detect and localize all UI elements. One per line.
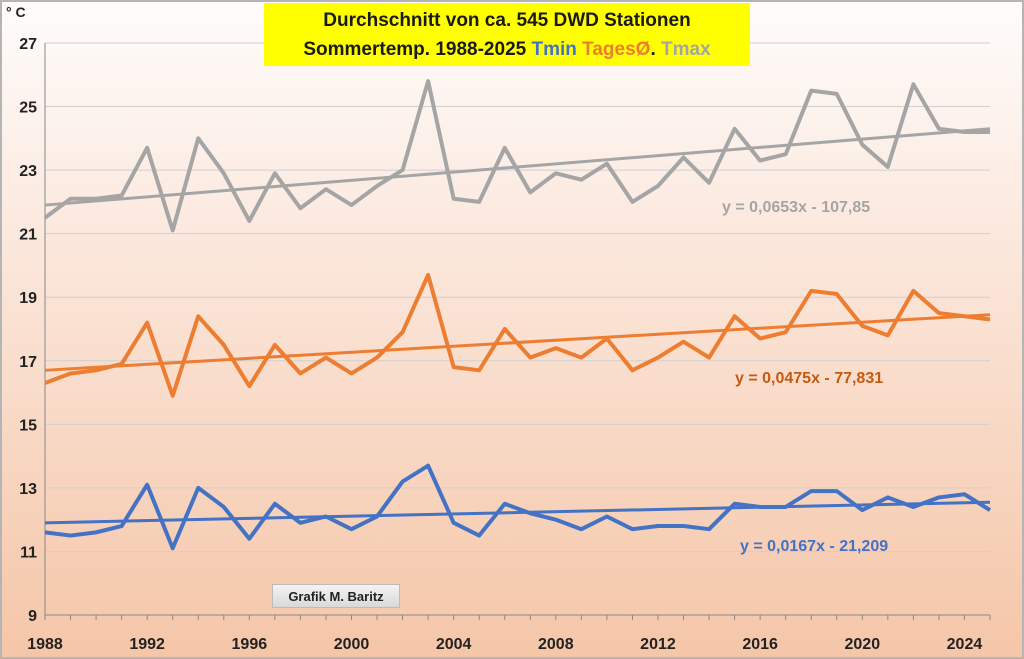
y-unit-label: ° C: [6, 4, 26, 20]
series-line-tmin: [44, 463, 992, 551]
x-tick-label: 1996: [232, 636, 268, 653]
axes: [44, 43, 991, 620]
legend-tmax: Tmax: [661, 39, 711, 60]
y-tick-label: 25: [19, 100, 37, 117]
y-tick-label: 11: [20, 544, 37, 561]
x-tick-label: 2008: [538, 636, 574, 653]
tick-labels: 9 11 13 15 17 19 21 23 25 27 1988 1992 1996 2000 2004 2…: [19, 36, 982, 653]
credit-label: Grafik M. Baritz: [272, 584, 400, 608]
y-tick-label: 13: [19, 481, 37, 498]
trend-label-tmin: y = 0,0167x - 21,209: [740, 538, 889, 555]
x-tick-label: 2004: [436, 636, 472, 653]
y-tick-label: 21: [19, 227, 37, 244]
x-tick-label: 2000: [334, 636, 370, 653]
trend-label-tages: y = 0,0475x - 77,831: [735, 370, 884, 387]
y-tick-label: 17: [19, 354, 37, 371]
trend-label-tmax: y = 0,0653x - 107,85: [722, 199, 871, 216]
x-tick-label: 1988: [27, 636, 63, 653]
legend-tmin: Tmin: [531, 39, 577, 60]
trend-lines: [44, 127, 991, 525]
trend-line-tmin: [44, 500, 991, 525]
x-tick-label: 2024: [947, 636, 983, 653]
title-line2: Sommertemp. 1988-2025 Tmin TagesØ. Tmax: [264, 35, 750, 64]
y-tick-label: 23: [19, 163, 37, 180]
chart-title: Durchschnitt von ca. 545 DWD Stationen S…: [264, 3, 750, 66]
x-tick-label: 2020: [845, 636, 881, 653]
series-line-tmax: [43, 79, 990, 233]
y-tick-label: 9: [28, 608, 37, 625]
x-tick-label: 1992: [129, 636, 165, 653]
y-tick-label: 15: [19, 417, 37, 434]
x-tick-label: 2016: [742, 636, 778, 653]
x-tick-label: 2012: [640, 636, 676, 653]
series-line-tagesø: [44, 272, 991, 398]
y-tick-label: 19: [19, 290, 37, 307]
title-line1: Durchschnitt von ca. 545 DWD Stationen: [323, 10, 691, 31]
legend-sep: .: [650, 39, 656, 60]
y-tick-label: 27: [19, 36, 37, 53]
series-lines: [43, 79, 992, 551]
title-line2-prefix: Sommertemp. 1988-2025: [303, 39, 527, 60]
legend-tages: TagesØ: [582, 39, 651, 60]
